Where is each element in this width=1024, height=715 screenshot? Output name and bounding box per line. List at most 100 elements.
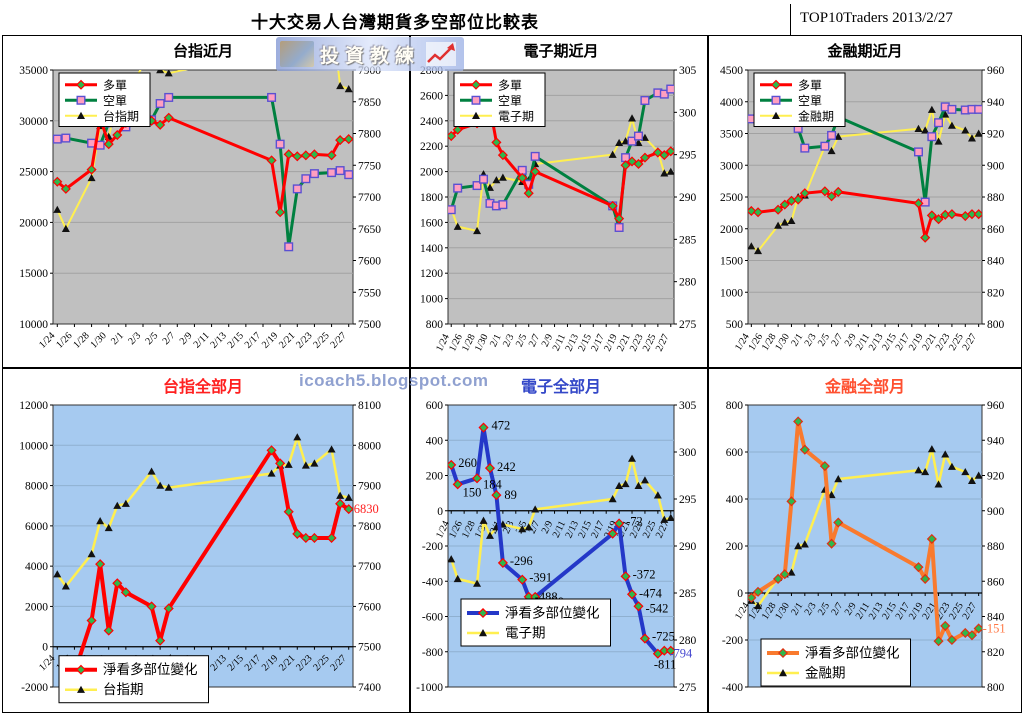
series-電子期: [448, 114, 674, 235]
svg-text:150: 150: [463, 485, 482, 499]
svg-text:295: 295: [679, 494, 697, 506]
svg-text:-794: -794: [669, 647, 693, 661]
data-labels: -151: [983, 621, 1006, 635]
series-台指期: [53, 433, 353, 590]
svg-text:800: 800: [426, 319, 444, 331]
svg-text:7550: 7550: [358, 287, 381, 299]
svg-text:2/17: 2/17: [243, 330, 263, 350]
svg-text:472: 472: [492, 419, 511, 433]
svg-text:0: 0: [437, 506, 443, 518]
x-axis: 1/241/261/281/302/12/32/52/72/92/112/132…: [434, 324, 671, 353]
chart-panel-taiex-near-month: 台指近月 10000 15000 20000 25000 30000 35000 7500 75…: [2, 35, 410, 368]
svg-text:300: 300: [679, 447, 697, 459]
svg-text:500: 500: [726, 319, 744, 331]
legend-label: 空單: [103, 94, 127, 108]
svg-text:-391: -391: [529, 571, 552, 585]
series-電子期: [448, 454, 674, 587]
svg-text:200: 200: [726, 541, 744, 553]
legend-label: 淨看多部位變化: [805, 645, 900, 661]
legend-label: 淨看多部位變化: [505, 605, 600, 621]
svg-text:-372: -372: [633, 567, 656, 581]
electronics-near-month-chart: 電子期近月 800 1000 1200 1400 1600 1800 2000 2200 2400…: [420, 42, 697, 353]
svg-text:-400: -400: [722, 682, 743, 694]
svg-text:1000: 1000: [720, 287, 743, 299]
svg-text:1/24: 1/24: [37, 330, 57, 350]
svg-text:275: 275: [679, 682, 697, 694]
svg-text:20000: 20000: [19, 217, 48, 229]
svg-text:2/11: 2/11: [192, 330, 212, 350]
svg-text:880: 880: [987, 192, 1005, 204]
svg-text:89: 89: [504, 488, 517, 502]
svg-text:2/27: 2/27: [328, 330, 348, 350]
svg-text:-600: -600: [422, 612, 443, 624]
y-axis-right: 275 280 285 290 295 300 305: [674, 65, 697, 331]
logo-image-icon: [280, 41, 314, 67]
svg-text:7700: 7700: [358, 192, 381, 204]
svg-text:6000: 6000: [25, 521, 48, 533]
blog-watermark: icoach5.blogspot.com: [299, 371, 489, 390]
svg-text:820: 820: [987, 287, 1005, 299]
svg-text:2/19: 2/19: [260, 330, 280, 350]
chart-title: 金融全部月: [824, 377, 905, 396]
svg-text:7500: 7500: [358, 642, 381, 654]
svg-text:-296: -296: [510, 554, 533, 568]
svg-text:2000: 2000: [420, 167, 443, 179]
y-axis-left: 8001000120014001600180020002200240026002…: [420, 65, 448, 331]
svg-text:7800: 7800: [358, 129, 381, 141]
series-淨看多部位變化: [67, 445, 353, 687]
svg-text:600: 600: [726, 447, 744, 459]
svg-text:0: 0: [42, 642, 48, 654]
svg-text:2400: 2400: [420, 116, 443, 128]
svg-text:305: 305: [679, 400, 697, 412]
svg-text:2/3: 2/3: [501, 332, 516, 348]
svg-text:400: 400: [426, 435, 444, 447]
svg-text:-200: -200: [422, 541, 443, 553]
legend-label: 多單: [498, 78, 522, 92]
svg-text:7600: 7600: [358, 256, 381, 268]
svg-text:960: 960: [987, 65, 1005, 77]
svg-text:10000: 10000: [19, 319, 48, 331]
legend-label: 空單: [798, 94, 822, 108]
svg-text:2500: 2500: [720, 192, 743, 204]
chart-panel-finance-near-month: 金融期近月 500 1000 1500 2000 2500 3000 3500 4000 4500…: [708, 35, 1022, 368]
chart-title: 電子全部月: [521, 377, 601, 396]
svg-text:-72: -72: [626, 514, 643, 528]
svg-text:2/9: 2/9: [540, 519, 555, 535]
svg-text:7650: 7650: [358, 224, 381, 236]
legend-label: 電子期: [505, 626, 546, 641]
svg-text:1600: 1600: [420, 217, 443, 229]
chart-title: 台指近月: [173, 42, 233, 60]
svg-text:1200: 1200: [420, 268, 443, 280]
svg-text:2/7: 2/7: [161, 330, 178, 347]
svg-text:2/5: 2/5: [816, 332, 832, 349]
svg-text:2/25: 2/25: [311, 330, 331, 350]
y-axis-right: 275 280 285 290 295 300 305: [674, 400, 697, 694]
svg-text:2200: 2200: [420, 141, 443, 153]
svg-text:12000: 12000: [19, 400, 48, 412]
svg-text:6830: 6830: [354, 502, 379, 516]
svg-text:2/9: 2/9: [540, 332, 555, 348]
header-divider: [790, 4, 791, 35]
svg-text:-800: -800: [422, 647, 443, 659]
y-axis-right: 7400 7500 7600 7700 7800 7900 8000 8100: [353, 400, 381, 694]
y-axis-left: 500 1000 1500 2000 2500 3000 3500 4000 4500: [720, 65, 748, 331]
y-axis-left: -1000 -800 -600 -400 -200 0 200 400 600: [416, 400, 448, 694]
svg-text:-2000: -2000: [21, 682, 48, 694]
legend-label: 台指期: [103, 682, 144, 697]
svg-text:7850: 7850: [358, 97, 381, 109]
legend-label: 多單: [798, 78, 822, 92]
svg-text:800: 800: [987, 682, 1005, 694]
svg-text:-151: -151: [983, 621, 1006, 635]
svg-text:920: 920: [987, 129, 1005, 141]
svg-text:2/23: 2/23: [294, 330, 314, 350]
svg-text:600: 600: [426, 400, 444, 412]
svg-text:-474: -474: [639, 586, 663, 600]
svg-text:2/1: 2/1: [488, 332, 503, 348]
svg-text:940: 940: [987, 435, 1005, 447]
